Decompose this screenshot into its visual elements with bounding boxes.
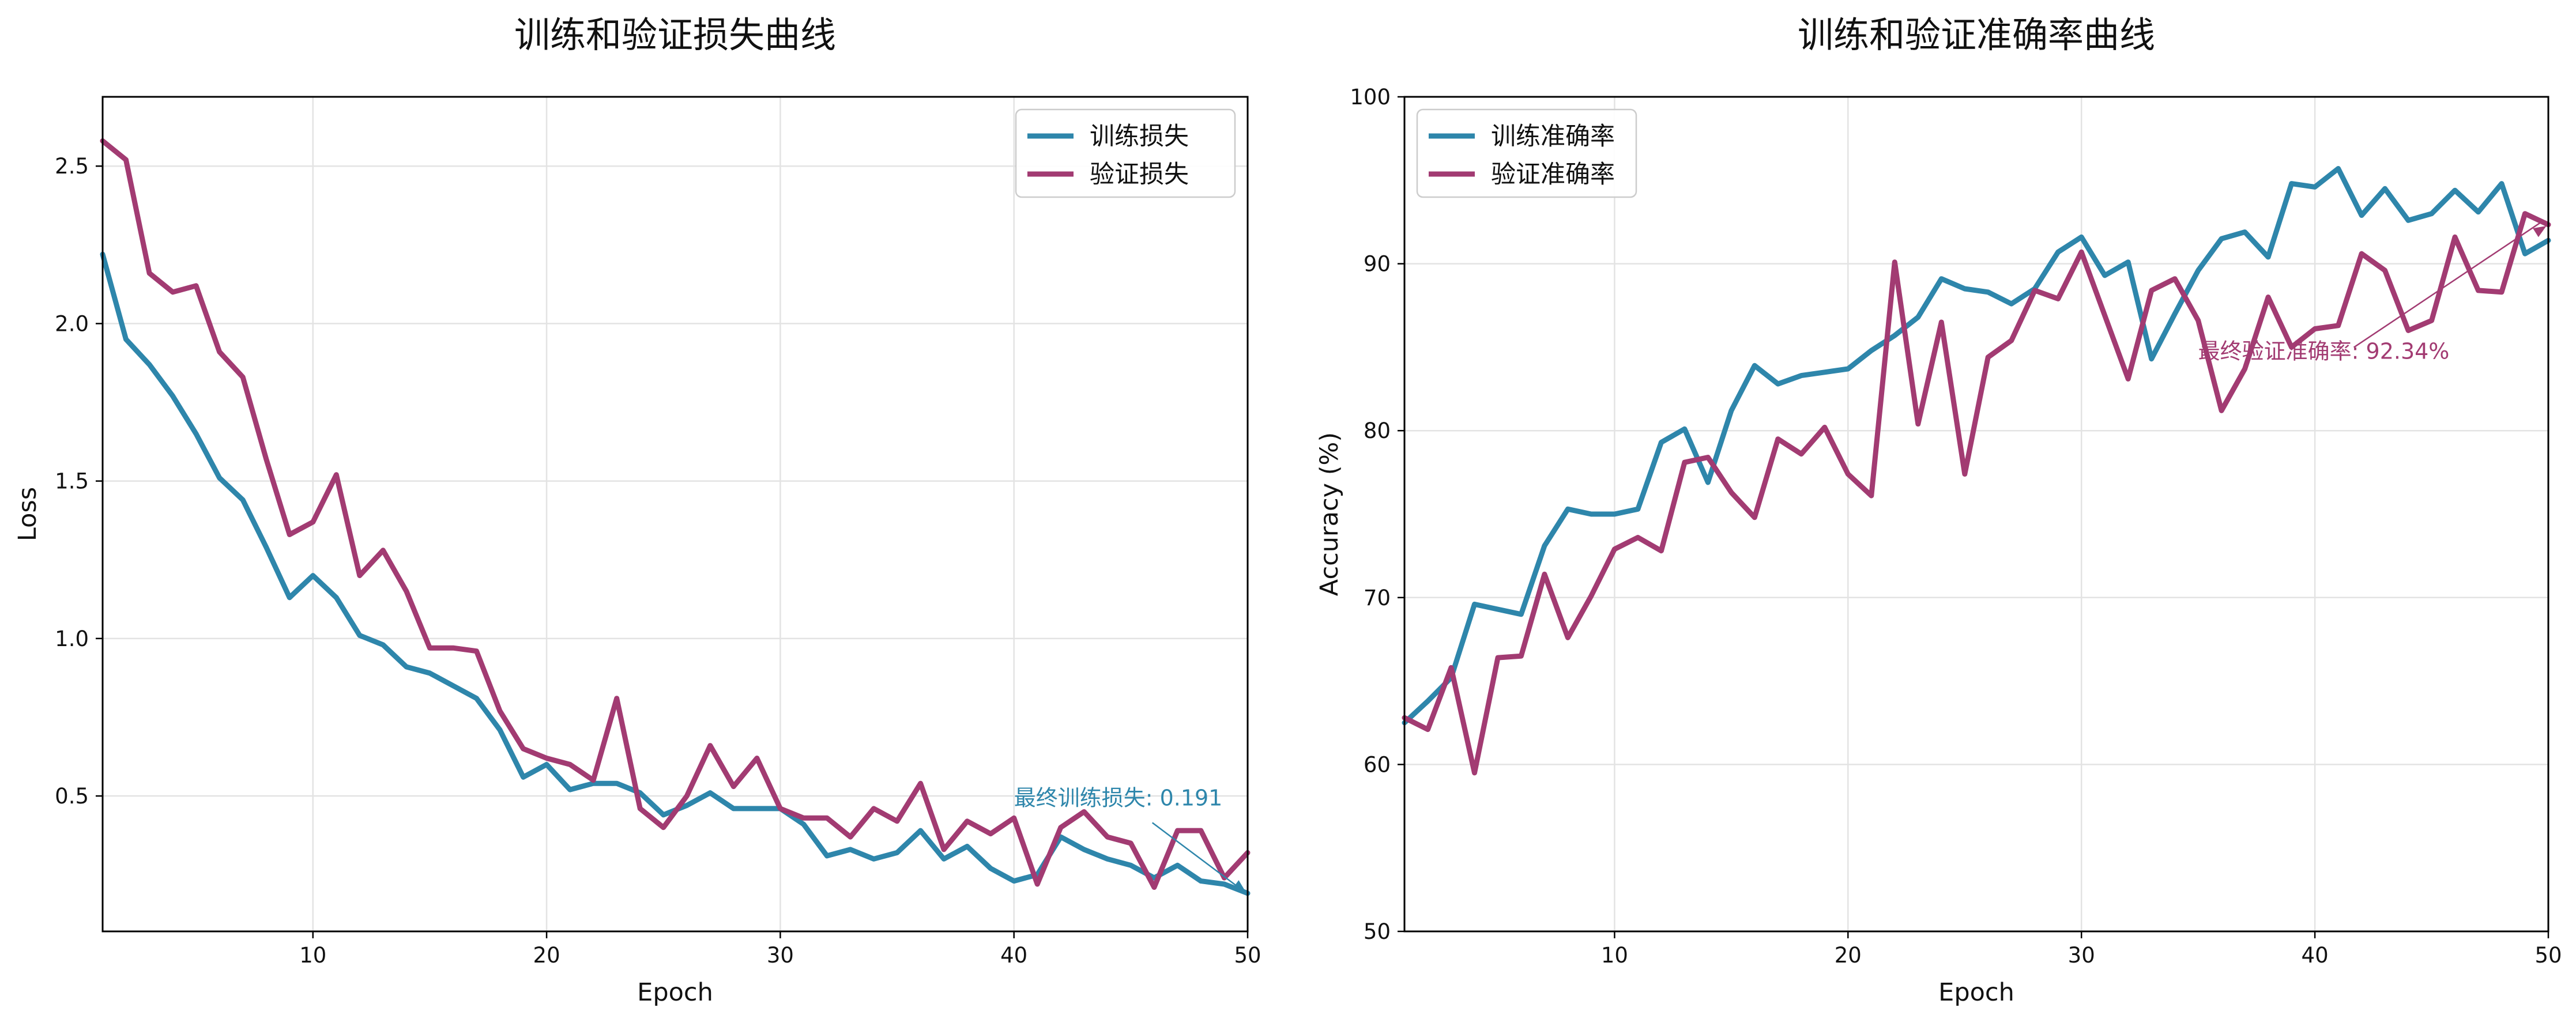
legend-label: 验证损失 [1090,160,1189,189]
chart-title: 训练和验证损失曲线 [514,14,836,56]
annotation-arrow [1151,822,1242,890]
y-tick-label: 90 [1364,252,1391,277]
x-tick-label: 40 [2302,943,2329,968]
y-tick-label: 0.5 [55,784,89,809]
y-tick-label: 80 [1364,418,1391,443]
y-tick-label: 70 [1364,586,1391,610]
x-tick-label: 10 [1601,943,1628,968]
annotation-text: 最终验证准确率: 92.34% [2198,339,2450,364]
y-tick-label: 2.5 [55,154,89,179]
plot-frame [1403,96,2549,933]
y-tick-label: 100 [1350,85,1391,110]
y-tick-label: 1.5 [55,469,89,494]
series-line-train [1402,166,2551,726]
y-tick-label: 1.0 [55,627,89,651]
plot-frame [101,96,1249,933]
x-axis-label: Epoch [1938,978,2014,1007]
x-tick-label: 20 [1835,943,1862,968]
legend-label: 验证准确率 [1491,160,1615,189]
series-line-val [100,138,1251,890]
x-axis-label: Epoch [637,978,713,1007]
annotation-text: 最终训练损失: 0.191 [1014,785,1223,810]
annotation-arrowhead [1232,880,1246,892]
y-tick-label: 2.0 [55,311,89,336]
grid [1404,96,2549,933]
y-tick-label: 60 [1364,752,1391,777]
y-tick-label: 50 [1364,919,1391,944]
legend-label: 训练准确率 [1491,122,1615,151]
legend-label: 训练损失 [1090,122,1189,151]
y-axis-label: Accuracy (%) [1315,432,1344,596]
x-tick-label: 30 [767,943,794,968]
x-tick-label: 10 [299,943,326,968]
annotation-arrow [2353,220,2543,348]
x-tick-label: 40 [1000,943,1027,968]
x-tick-label: 50 [2534,943,2562,968]
x-tick-label: 30 [2068,943,2095,968]
chart-title: 训练和验证准确率曲线 [1798,14,2155,56]
series-line-val [1402,211,2551,776]
annotation-arrowhead [2533,225,2547,237]
x-tick-label: 20 [533,943,560,968]
x-tick-label: 50 [1234,943,1261,968]
y-axis-label: Loss [13,487,42,541]
